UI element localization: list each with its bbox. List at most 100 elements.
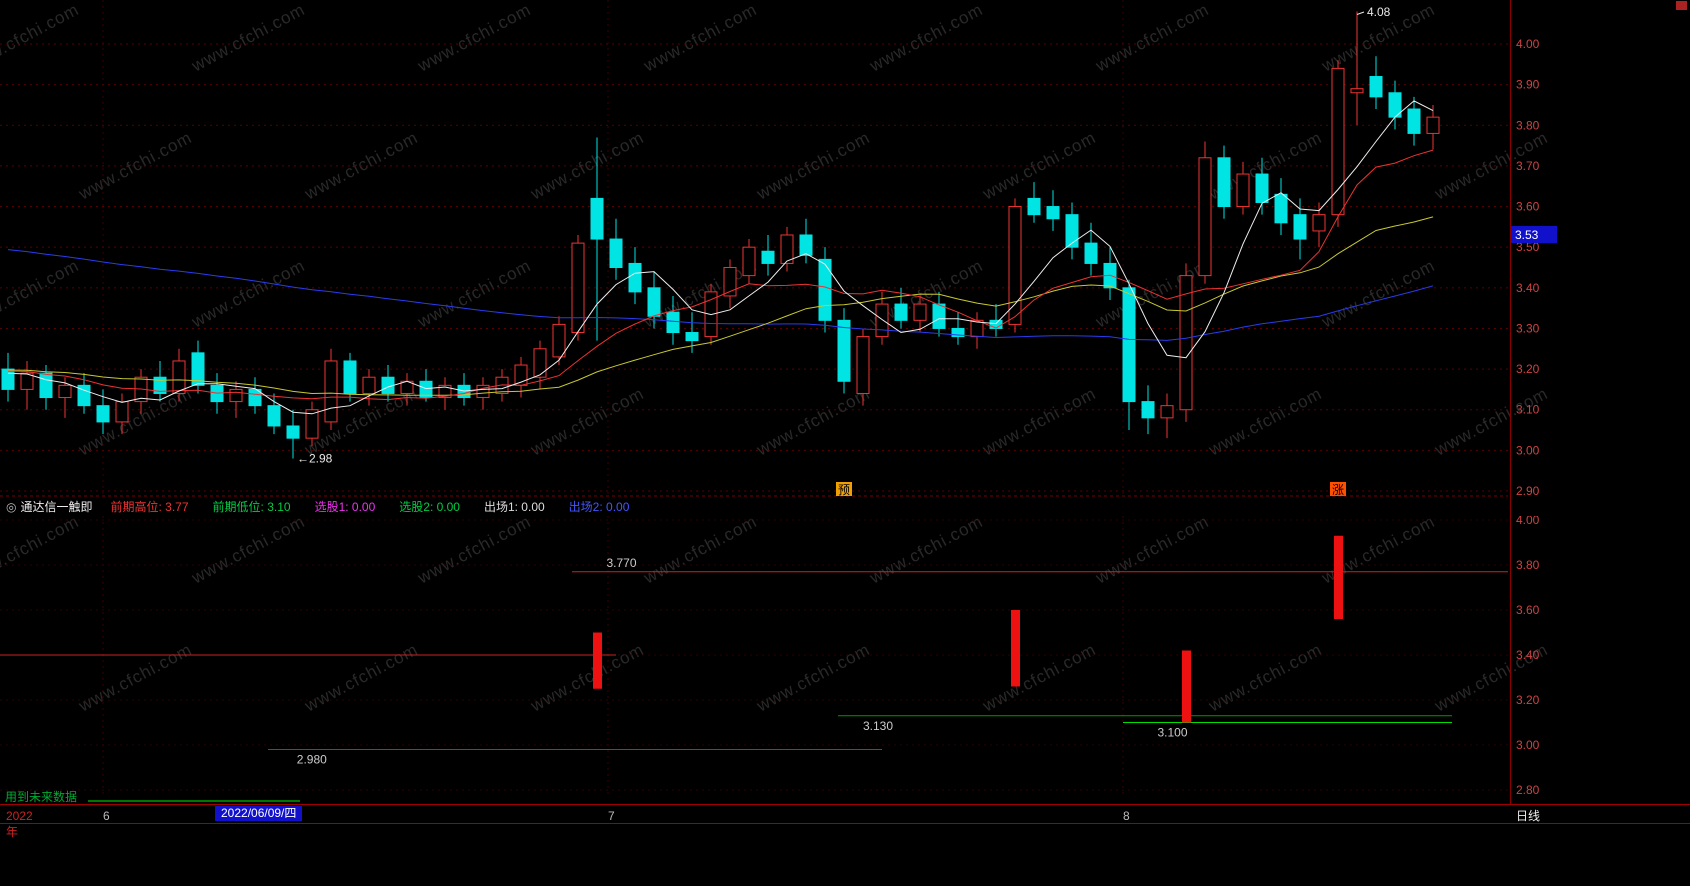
candle-body [1065,214,1079,248]
candle-body [628,262,642,293]
collapse-indicator-icon[interactable]: ◎ [6,499,17,514]
candle-body [96,405,110,423]
indicator-field: 出场1: 0.00 [483,500,545,514]
signal-badge-bg [1330,482,1346,496]
candle-body [1331,67,1345,216]
lower-axis-label: 3.40 [1516,648,1540,662]
candle-body [115,401,129,423]
main-axis-label: 3.30 [1516,321,1540,335]
timeline-month-label: 8 [1123,809,1130,823]
candle-body [989,319,1003,329]
candle-body [39,372,53,399]
timeline-month-label: 6 [103,809,110,823]
candle-body [723,266,737,297]
candle-body [438,384,452,399]
candle-body [799,234,813,256]
candle-body [552,323,566,358]
main-axis-label: 4.00 [1516,37,1540,51]
candle-body [856,336,870,394]
level-label: 3.100 [1158,726,1188,740]
signal-badge-text: 预 [838,483,850,497]
level-label: 3.770 [607,556,637,570]
lower-axis-label: 4.00 [1516,516,1540,527]
candle-body [875,303,889,338]
candle-body [1369,76,1383,98]
candle-body [229,388,243,403]
candle-body [191,352,205,386]
candle-body [818,258,832,321]
status-underline [88,800,300,802]
lower-axis-label: 3.20 [1516,693,1540,707]
candle-body [1122,287,1136,403]
selected-date-badge[interactable]: 2022/06/09/四 [215,806,303,821]
candle-body [1084,242,1098,264]
candle-body [77,384,91,407]
indicator-field: 出场2: 0.00 [568,500,630,514]
main-axis-label: 3.40 [1516,281,1540,295]
signal-bar [1011,610,1020,687]
candle-body [666,311,680,334]
candle-body [590,197,604,240]
main-axis-label: 2.90 [1516,484,1540,497]
candle-body [780,234,794,264]
candle-body [58,384,72,399]
main-axis-label: 3.60 [1516,200,1540,214]
candle-body [1236,173,1250,208]
ma-line-20 [7,216,1434,396]
main-axis-label: 3.90 [1516,78,1540,92]
low-price-annotation: ←2.98 [297,451,333,465]
candle-body [476,384,490,399]
main-axis-label: 3.00 [1516,443,1540,457]
axis-divider-line [1510,0,1511,823]
signal-bar [1334,535,1343,619]
candle-body [343,360,357,394]
lower-axis-label: 3.00 [1516,738,1540,752]
candle-body [1312,214,1326,232]
price-tag-value: 3.53 [1515,228,1539,242]
signal-badge-text: 涨 [1332,482,1344,497]
timeline-year-label: 2022年 [6,809,33,839]
ma-line-60 [7,249,1434,341]
candle-body [1274,193,1288,224]
candle-body [20,372,34,390]
main-axis-label: 3.50 [1516,240,1540,254]
candle-body [267,405,281,427]
lower-axis-label: 3.60 [1516,603,1540,617]
indicator-header: ◎ 通达信一触即 前期高位: 3.77 前期低位: 3.10 选股1: 0.00 选股… [0,497,1508,516]
indicator-panel-chart[interactable]: 4.00 3.80 3.60 3.40 3.20 3.00 2.80 3.770 2.980 3.… [0,516,1690,808]
candle-body [894,303,908,321]
timeline-bar: 2022年 6 7 8 2022/06/09/四 日线 [0,804,1690,839]
main-kline-chart[interactable]: 4.00 3.90 3.80 3.70 3.60 3.50 3.40 3.30 3.20 3.10… [0,0,1690,497]
candle-body [362,376,376,394]
candle-body [1217,157,1231,208]
signal-bar [593,632,602,689]
period-label[interactable]: 日线 [1516,809,1541,823]
candle-body [1179,275,1193,411]
indicator-title: 通达信一触即 [20,500,93,514]
candle-body [1407,108,1421,134]
ma-line-10 [7,149,1434,401]
candle-body [1160,405,1174,419]
candle-body [1046,206,1060,220]
timeline-month-label: 7 [608,809,615,823]
future-data-warning: 用到未来数据 [5,790,78,804]
candle-body [153,376,167,394]
candle-body [1350,88,1364,94]
candle-body [1,368,15,390]
indicator-field: 选股2: 0.00 [399,500,460,514]
level-label: 3.130 [863,719,893,733]
indicator-field: 选股1: 0.00 [314,500,376,514]
candle-body [324,360,338,423]
signal-badge-bg [836,482,852,496]
candle-body [172,360,186,394]
candle-body [1293,214,1307,240]
candle-body [1008,206,1022,325]
candle-body [609,238,623,268]
corner-logo-icon [1676,1,1687,10]
candle-body [571,242,585,334]
indicator-fields: 前期高位: 3.77 前期低位: 3.10 选股1: 0.00 选股2: 0.00 出场… [111,498,654,515]
main-axis-label: 3.20 [1516,362,1540,376]
candle-body [742,246,756,277]
candle-body [932,303,946,329]
